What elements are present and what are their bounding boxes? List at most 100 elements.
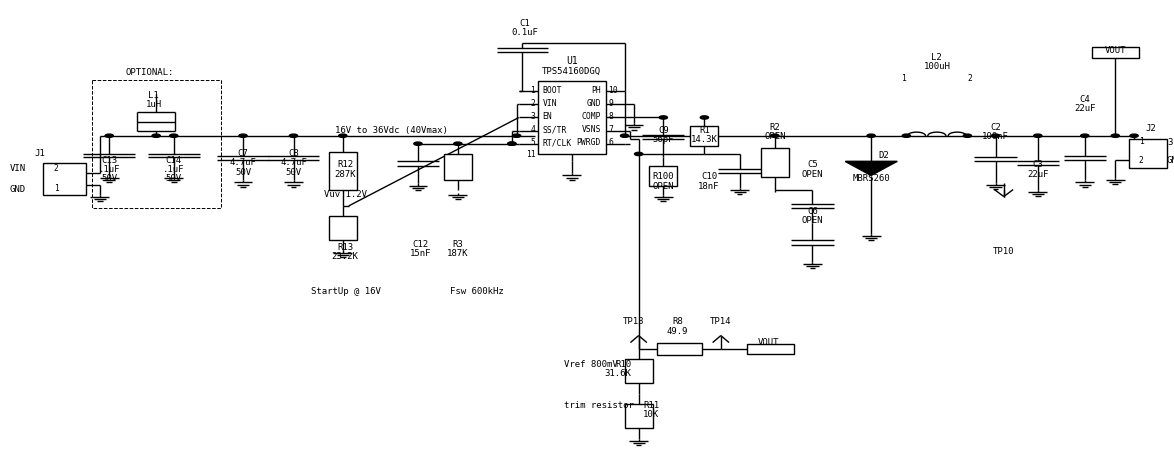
Text: BOOT: BOOT xyxy=(542,86,562,95)
Circle shape xyxy=(620,134,629,138)
Text: TP10: TP10 xyxy=(993,247,1014,256)
Text: R3: R3 xyxy=(452,240,464,249)
Text: Fsw 600kHz: Fsw 600kHz xyxy=(450,286,504,296)
Text: C13: C13 xyxy=(101,155,117,165)
Text: OPTIONAL:: OPTIONAL: xyxy=(126,67,174,77)
Text: PWRGD: PWRGD xyxy=(576,138,601,147)
Text: 287K: 287K xyxy=(335,169,356,179)
Text: C8: C8 xyxy=(288,149,299,158)
Text: 22uF: 22uF xyxy=(1074,104,1095,113)
Text: VSNS: VSNS xyxy=(581,125,601,134)
Text: EN: EN xyxy=(542,112,552,121)
Text: 50V: 50V xyxy=(285,168,302,177)
Circle shape xyxy=(902,134,911,138)
Circle shape xyxy=(290,134,298,138)
Bar xyxy=(444,154,472,180)
Text: GND: GND xyxy=(1167,155,1174,165)
Text: 4: 4 xyxy=(531,125,535,134)
Text: 6: 6 xyxy=(608,138,613,147)
Text: OPEN: OPEN xyxy=(764,132,785,141)
Text: 1: 1 xyxy=(54,184,59,193)
Text: 2: 2 xyxy=(1139,155,1143,165)
Text: COMP: COMP xyxy=(581,112,601,121)
Text: 0.1uF: 0.1uF xyxy=(512,28,538,37)
Text: 2: 2 xyxy=(967,74,972,83)
Text: OPEN: OPEN xyxy=(802,216,823,226)
Text: R8: R8 xyxy=(672,317,683,327)
Circle shape xyxy=(991,134,1000,138)
Text: C4: C4 xyxy=(1079,95,1091,104)
Text: .1uF: .1uF xyxy=(163,165,184,174)
Circle shape xyxy=(659,116,667,119)
Bar xyxy=(329,216,357,241)
Text: GND: GND xyxy=(587,99,601,108)
Bar xyxy=(657,343,702,355)
Bar xyxy=(1092,47,1139,58)
Circle shape xyxy=(1034,134,1043,138)
Text: R100: R100 xyxy=(653,172,674,182)
Text: 10K: 10K xyxy=(643,410,660,419)
Bar xyxy=(625,359,653,383)
Text: C6: C6 xyxy=(807,207,818,216)
Circle shape xyxy=(169,134,178,138)
Text: C10: C10 xyxy=(701,172,717,182)
Circle shape xyxy=(512,134,521,138)
Text: .1uF: .1uF xyxy=(99,165,120,174)
Text: TP14: TP14 xyxy=(710,317,731,327)
Text: 4.7uF: 4.7uF xyxy=(281,158,306,168)
Text: C5: C5 xyxy=(807,160,818,169)
Bar xyxy=(538,81,606,154)
Text: 1: 1 xyxy=(531,86,535,95)
Text: SS/TR: SS/TR xyxy=(542,125,567,134)
Text: U1: U1 xyxy=(566,56,578,66)
Text: 9: 9 xyxy=(608,99,613,108)
Bar xyxy=(625,404,653,428)
Circle shape xyxy=(339,134,348,138)
Text: 56pF: 56pF xyxy=(653,135,674,144)
Text: PH: PH xyxy=(592,86,601,95)
Text: 50V: 50V xyxy=(235,168,251,177)
Text: 4.7uF: 4.7uF xyxy=(230,158,256,168)
Text: R12: R12 xyxy=(337,160,353,169)
Text: R10: R10 xyxy=(615,359,632,369)
Text: 15nF: 15nF xyxy=(410,249,431,258)
Text: C9: C9 xyxy=(657,125,669,135)
Circle shape xyxy=(106,134,113,138)
Text: 16V to 36Vdc (40Vmax): 16V to 36Vdc (40Vmax) xyxy=(335,125,447,135)
Text: Vref 800mV: Vref 800mV xyxy=(564,359,618,369)
Circle shape xyxy=(770,134,780,138)
Text: C12: C12 xyxy=(412,240,429,249)
Circle shape xyxy=(413,142,421,145)
Text: TP13: TP13 xyxy=(623,317,645,327)
Text: GND: GND xyxy=(9,185,26,194)
Text: R2: R2 xyxy=(769,123,781,132)
Text: J1: J1 xyxy=(34,149,46,158)
Bar xyxy=(747,344,794,354)
Text: 10: 10 xyxy=(608,86,618,95)
Text: 11: 11 xyxy=(526,150,535,159)
Text: StartUp @ 16V: StartUp @ 16V xyxy=(311,286,382,296)
Text: 50V: 50V xyxy=(101,174,117,183)
Text: C7: C7 xyxy=(237,149,249,158)
Text: 187K: 187K xyxy=(447,249,468,258)
Text: OPEN: OPEN xyxy=(802,169,823,179)
Text: 49.9: 49.9 xyxy=(667,327,688,336)
Text: trim resistor: trim resistor xyxy=(564,401,634,410)
Text: TPS54160DGQ: TPS54160DGQ xyxy=(542,66,601,76)
Text: 5: 5 xyxy=(531,138,535,147)
Text: C1: C1 xyxy=(519,19,531,28)
Text: 1uH: 1uH xyxy=(146,100,162,109)
Text: C3: C3 xyxy=(1032,160,1044,169)
Text: VOUT: VOUT xyxy=(1105,46,1126,55)
Circle shape xyxy=(1081,134,1089,138)
Circle shape xyxy=(634,152,643,155)
Text: 1: 1 xyxy=(902,74,906,83)
Circle shape xyxy=(963,134,972,138)
Text: VOUT: VOUT xyxy=(758,338,780,347)
Circle shape xyxy=(453,142,463,145)
Text: 3: 3 xyxy=(531,112,535,121)
Circle shape xyxy=(1131,134,1139,138)
Circle shape xyxy=(153,134,160,138)
Text: VIN: VIN xyxy=(542,99,556,108)
Text: 2: 2 xyxy=(531,99,535,108)
